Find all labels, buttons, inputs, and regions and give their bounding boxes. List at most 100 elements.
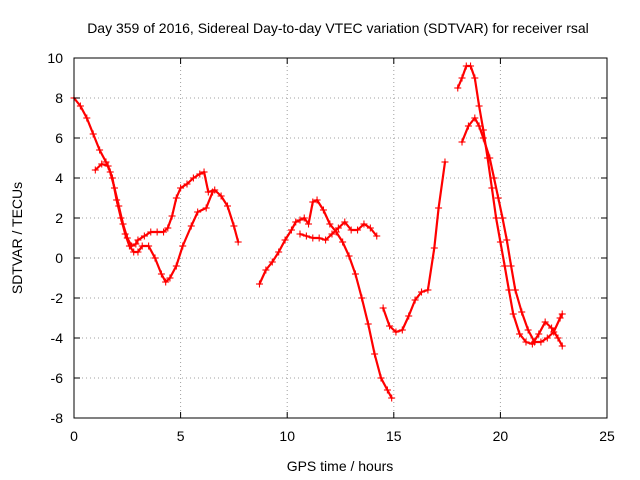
data-point-marker [287, 226, 295, 234]
data-point-marker [354, 226, 362, 234]
data-point-marker [117, 214, 125, 222]
data-point-marker [486, 154, 494, 162]
data-point-marker [305, 220, 313, 228]
y-tick-label: 0 [55, 250, 63, 266]
x-tick-label: 15 [386, 428, 402, 444]
data-point-marker [202, 204, 210, 212]
data-point-marker [496, 238, 504, 246]
data-point-marker [358, 294, 366, 302]
data-point-marker [383, 386, 391, 394]
data-point-marker [151, 254, 159, 262]
series-line [258, 198, 393, 400]
series-seg2 [91, 160, 217, 286]
data-point-marker [377, 374, 385, 382]
series-seg6 [454, 62, 566, 350]
axis-ticks: 0 5 10 15 20 25 -8 -6 -4 -2 0 2 4 6 8 10 [47, 50, 615, 444]
data-point-marker [268, 258, 276, 266]
data-point-marker [313, 196, 321, 204]
data-point-marker [145, 242, 153, 250]
data-point-marker [255, 280, 263, 288]
data-point-marker [371, 350, 379, 358]
data-point-marker [172, 262, 180, 270]
data-point-marker [550, 328, 558, 336]
data-point-marker [458, 138, 466, 146]
data-point-marker [398, 326, 406, 334]
data-point-marker [507, 262, 515, 270]
data-point-marker [189, 174, 197, 182]
x-tick-label: 10 [279, 428, 295, 444]
data-point-marker [166, 274, 174, 282]
series-layer [70, 62, 566, 402]
data-point-marker [194, 208, 202, 216]
data-point-marker [435, 204, 443, 212]
data-point-marker [386, 322, 394, 330]
data-point-marker [164, 224, 172, 232]
data-point-marker [134, 248, 142, 256]
data-point-marker [168, 212, 176, 220]
data-point-marker [503, 236, 511, 244]
data-point-marker [179, 242, 187, 250]
data-point-marker [319, 206, 327, 214]
data-point-marker [558, 342, 566, 350]
series-seg3 [255, 196, 396, 402]
data-point-marker [351, 270, 359, 278]
data-point-marker [490, 174, 498, 182]
data-point-marker [209, 188, 217, 196]
data-point-marker [121, 230, 129, 238]
data-point-marker [315, 234, 323, 242]
data-point-marker [475, 102, 483, 110]
series-line [94, 162, 214, 284]
y-tick-label: 2 [55, 210, 63, 226]
data-point-marker [104, 162, 112, 170]
data-point-marker [345, 252, 353, 260]
data-point-marker [76, 102, 84, 110]
data-point-marker [91, 166, 99, 174]
data-point-marker [522, 338, 530, 346]
data-point-marker [322, 236, 330, 244]
x-tick-label: 5 [177, 428, 185, 444]
data-point-marker [334, 224, 342, 232]
data-point-marker [471, 74, 479, 82]
data-point-marker [172, 194, 180, 202]
data-point-marker [224, 202, 232, 210]
data-point-marker [296, 230, 304, 238]
y-axis-label: SDTVAR / TECUs [9, 182, 25, 294]
data-point-marker [96, 146, 104, 154]
data-point-marker [379, 304, 387, 312]
data-point-marker [537, 338, 545, 346]
data-point-marker [524, 326, 532, 334]
data-point-marker [347, 226, 355, 234]
series-seg7 [458, 114, 566, 346]
data-point-marker [300, 214, 308, 222]
data-point-marker [479, 134, 487, 142]
grid [74, 58, 607, 418]
data-point-marker [518, 308, 526, 316]
x-tick-label: 20 [493, 428, 509, 444]
data-point-marker [558, 310, 566, 318]
data-point-marker [292, 218, 300, 226]
data-point-marker [147, 228, 155, 236]
data-point-marker [366, 224, 374, 232]
series-line [382, 160, 447, 334]
data-point-marker [464, 122, 472, 130]
data-point-marker [89, 130, 97, 138]
x-tick-label: 25 [599, 428, 615, 444]
data-point-marker [281, 236, 289, 244]
data-point-marker [430, 244, 438, 252]
data-point-marker [234, 238, 242, 246]
data-point-marker [200, 168, 208, 176]
data-point-marker [134, 236, 142, 244]
data-point-marker [499, 214, 507, 222]
series-line [72, 96, 240, 248]
data-point-marker [160, 228, 168, 236]
data-point-marker [153, 228, 161, 236]
data-point-marker [488, 184, 496, 192]
data-point-marker [296, 216, 304, 224]
data-point-marker [501, 262, 509, 270]
plot-frame [73, 57, 608, 419]
chart-title: Day 359 of 2016, Sidereal Day-to-day VTE… [87, 20, 589, 36]
data-point-marker [458, 74, 466, 82]
series-line [460, 116, 564, 344]
x-axis-label: GPS time / hours [287, 458, 394, 474]
